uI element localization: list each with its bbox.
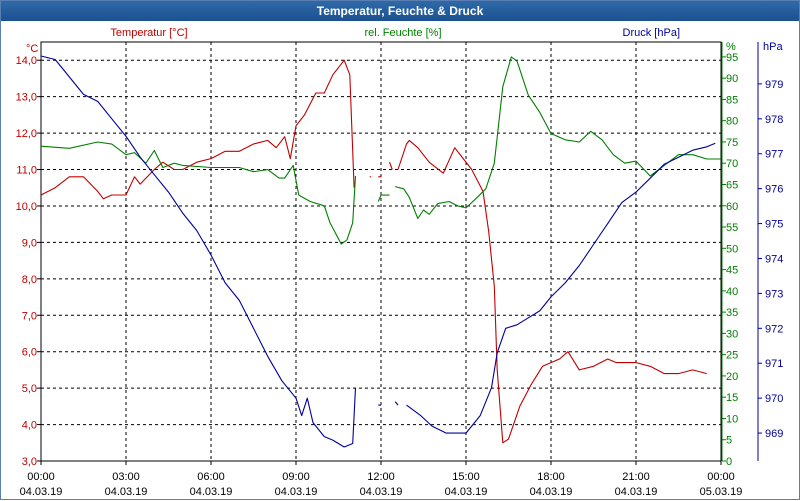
pressure-tick-label: 971 <box>765 358 783 370</box>
left-tick-label: 11,0 <box>16 165 37 177</box>
left-tick-label: 14,0 <box>16 55 37 67</box>
humidity-tick-label: 10 <box>726 413 738 425</box>
pressure-tick-label: 978 <box>765 114 783 126</box>
x-tick-date: 04.03.19 <box>360 486 403 498</box>
pressure-line <box>394 401 399 406</box>
humidity-tick-label: 20 <box>726 371 738 383</box>
humidity-tick-label: 40 <box>726 286 738 298</box>
humidity-tick-label: 80 <box>726 116 738 128</box>
left-tick-label: 12,0 <box>16 128 37 140</box>
humidity-tick-label: 90 <box>726 73 738 85</box>
humidity-tick-label: 30 <box>726 328 738 340</box>
x-tick-time: 06:00 <box>197 471 225 483</box>
pressure-tick-label: 975 <box>765 219 783 231</box>
pressure-line <box>40 55 357 448</box>
pressure-tick-label: 972 <box>765 323 783 335</box>
pressure-tick-label: 977 <box>765 149 783 161</box>
x-tick-time: 18:00 <box>537 471 565 483</box>
humidity-tick-label: 50 <box>726 243 738 255</box>
humidity-tick-label: 85 <box>726 94 738 106</box>
humidity-tick-label: 70 <box>726 158 738 170</box>
left-tick-label: 3,0 <box>22 456 37 468</box>
pressure-tick-label: 973 <box>765 288 783 300</box>
legend-humidity: rel. Feuchte [%] <box>364 27 441 39</box>
x-tick-date: 04.03.19 <box>20 486 63 498</box>
left-tick-label: 9,0 <box>22 237 37 249</box>
pressure-axis-unit: hPa <box>763 41 783 53</box>
x-tick-date: 04.03.19 <box>530 486 573 498</box>
window-title: Temperatur, Feuchte & Druck <box>1 1 799 21</box>
pressure-tick-label: 969 <box>765 428 783 440</box>
left-tick-label: 8,0 <box>22 274 37 286</box>
humidity-tick-label: 0 <box>726 456 732 468</box>
x-tick-date: 04.03.19 <box>105 486 148 498</box>
pressure-tick-label: 976 <box>765 184 783 196</box>
pressure-tick-label: 974 <box>765 253 783 265</box>
humidity-tick-label: 35 <box>726 307 738 319</box>
pressure-tick-label: 970 <box>765 393 783 405</box>
x-tick-time: 03:00 <box>112 471 140 483</box>
x-tick-time: 00:00 <box>707 471 735 483</box>
left-axis-unit: °C <box>26 43 38 55</box>
left-tick-label: 5,0 <box>22 383 37 395</box>
humidity-axis-unit: % <box>726 41 736 53</box>
left-tick-label: 13,0 <box>16 92 37 104</box>
humidity-line <box>40 141 357 245</box>
humidity-tick-label: 75 <box>726 137 738 149</box>
humidity-tick-label: 45 <box>726 265 738 277</box>
humidity-line <box>395 56 721 220</box>
x-tick-date: 04.03.19 <box>190 486 233 498</box>
temperature-line <box>388 162 393 170</box>
humidity-tick-label: 55 <box>726 222 738 234</box>
humidity-line <box>377 194 390 202</box>
x-tick-time: 00:00 <box>27 471 55 483</box>
humidity-tick-label: 65 <box>726 180 738 192</box>
x-tick-date: 04.03.19 <box>615 486 658 498</box>
temperature-line <box>397 139 707 444</box>
humidity-tick-label: 15 <box>726 392 738 404</box>
x-tick-time: 15:00 <box>452 471 480 483</box>
x-tick-date: 04.03.19 <box>445 486 488 498</box>
left-tick-label: 6,0 <box>22 347 37 359</box>
left-tick-label: 10,0 <box>16 201 37 213</box>
pressure-tick-label: 979 <box>765 79 783 91</box>
legend-pressure: Druck [hPa] <box>623 27 680 39</box>
temperature-line <box>40 59 355 200</box>
left-tick-label: 7,0 <box>22 310 37 322</box>
legend-temperature: Temperatur [°C] <box>110 27 187 39</box>
x-tick-time: 12:00 <box>367 471 395 483</box>
left-tick-label: 4,0 <box>22 420 37 432</box>
x-tick-date: 04.03.19 <box>275 486 318 498</box>
x-tick-date: 05.03.19 <box>700 486 743 498</box>
humidity-tick-label: 95 <box>726 52 738 64</box>
x-tick-time: 21:00 <box>622 471 650 483</box>
humidity-tick-label: 5 <box>726 435 732 447</box>
humidity-tick-label: 60 <box>726 201 738 213</box>
x-tick-time: 09:00 <box>282 471 310 483</box>
pressure-line <box>406 142 716 434</box>
humidity-tick-label: 25 <box>726 350 738 362</box>
